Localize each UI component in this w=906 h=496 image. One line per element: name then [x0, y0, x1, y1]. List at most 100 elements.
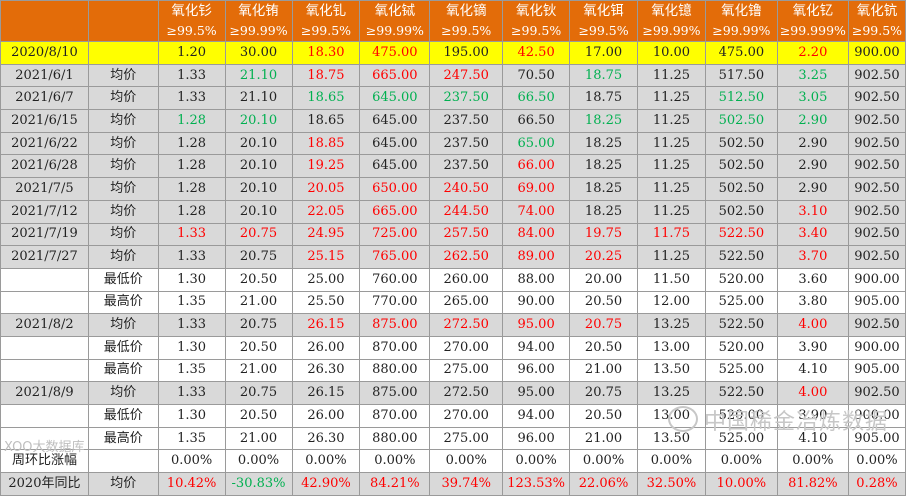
row-label-cell: 均价 — [87, 63, 159, 88]
price-cell: 3.40 — [776, 222, 849, 247]
price-cell: 18.25 — [569, 177, 638, 201]
row-date-cell — [0, 358, 89, 383]
row-label-cell: 最高价 — [87, 358, 159, 383]
price-cell: 12.00 — [636, 290, 706, 315]
price-cell: 3.90 — [776, 335, 849, 360]
price-cell: 26.30 — [291, 426, 361, 451]
price-cell: 20.50 — [224, 335, 293, 360]
price-cell: 13.50 — [636, 358, 706, 383]
price-cell: 645.00 — [359, 131, 431, 156]
price-cell: 2.90 — [776, 131, 849, 156]
price-cell: 21.00 — [224, 426, 293, 451]
price-cell: 237.50 — [429, 86, 504, 111]
header-name-cell: 氧化铕 — [224, 0, 293, 21]
price-cell: 21.00 — [569, 426, 638, 451]
price-cell: 3.80 — [776, 290, 849, 315]
header-name-cell: 氧化钆 — [291, 0, 361, 21]
price-cell: 1.35 — [157, 290, 226, 315]
price-cell: 237.50 — [429, 131, 504, 156]
price-cell: 66.50 — [502, 86, 571, 111]
header-purity-cell: ≥99.5% — [502, 21, 571, 42]
price-cell: 3.10 — [776, 199, 849, 224]
price-cell: 875.00 — [359, 313, 431, 337]
row-label-cell: 均价 — [87, 313, 159, 337]
price-cell: 25.00 — [291, 267, 361, 292]
row-date-cell: 2021/6/28 — [0, 154, 89, 179]
price-cell: 1.28 — [157, 177, 226, 201]
header-name-cell: 氧化铽 — [359, 0, 431, 21]
price-cell: 2.90 — [776, 177, 849, 201]
price-cell: 18.85 — [291, 131, 361, 156]
row-label-cell: 均价 — [87, 199, 159, 224]
price-cell: 20.10 — [224, 199, 293, 224]
price-cell: 902.50 — [847, 313, 906, 337]
price-cell: 1.33 — [157, 63, 226, 88]
price-cell: 18.30 — [291, 41, 361, 65]
price-cell: 0.00% — [776, 449, 849, 474]
price-cell: 905.00 — [847, 290, 906, 315]
price-cell: 902.50 — [847, 245, 906, 269]
price-cell: 902.50 — [847, 154, 906, 179]
price-cell: 1.35 — [157, 426, 226, 451]
price-cell: 81.82% — [776, 472, 849, 496]
price-cell: 522.50 — [704, 381, 778, 405]
row-label-cell: 最低价 — [87, 404, 159, 428]
header-name-cell: 氧化钪 — [847, 0, 906, 21]
price-cell: 900.00 — [847, 267, 906, 292]
price-cell: 24.95 — [291, 222, 361, 247]
price-cell: 900.00 — [847, 335, 906, 360]
price-cell: 84.00 — [502, 222, 571, 247]
price-cell: 650.00 — [359, 177, 431, 201]
price-cell: 18.65 — [291, 109, 361, 133]
price-cell: 902.50 — [847, 86, 906, 111]
price-cell: 20.50 — [569, 404, 638, 428]
price-cell: 11.25 — [636, 109, 706, 133]
price-cell: 2.20 — [776, 41, 849, 65]
price-cell: 275.00 — [429, 358, 504, 383]
price-cell: 0.00% — [429, 449, 504, 474]
price-cell: 522.50 — [704, 313, 778, 337]
price-cell: 902.50 — [847, 109, 906, 133]
price-cell: 11.25 — [636, 199, 706, 224]
header-name-cell: 氧化钬 — [502, 0, 571, 21]
price-cell: 4.00 — [776, 381, 849, 405]
row-date-cell: 2021/8/9 — [0, 381, 89, 405]
header-corner-date — [0, 0, 89, 21]
header-name-cell: 氧化镱 — [636, 0, 706, 21]
price-cell: 94.00 — [502, 335, 571, 360]
header-purity-cell: ≥99.99% — [359, 21, 431, 42]
price-cell: 20.50 — [224, 404, 293, 428]
row-date-cell: 2020/8/10 — [0, 41, 89, 65]
price-cell: 502.50 — [704, 177, 778, 201]
price-cell: 2.90 — [776, 109, 849, 133]
price-cell: 70.50 — [502, 63, 571, 88]
table-row: 最低价 1.30 20.50 26.00 870.00 270.00 94.00 20.50 1… — [0, 335, 906, 360]
price-cell: 13.50 — [636, 426, 706, 451]
price-cell: 665.00 — [359, 63, 431, 88]
price-cell: 20.10 — [224, 177, 293, 201]
row-date-cell: 2021/8/2 — [0, 313, 89, 337]
price-cell: 26.00 — [291, 335, 361, 360]
price-cell: 520.00 — [704, 335, 778, 360]
price-cell: 502.50 — [704, 154, 778, 179]
price-cell: 517.50 — [704, 63, 778, 88]
price-cell: 1.28 — [157, 131, 226, 156]
price-cell: 26.00 — [291, 404, 361, 428]
price-cell: 3.25 — [776, 63, 849, 88]
row-date-cell: 2021/6/22 — [0, 131, 89, 156]
price-cell: 18.25 — [569, 131, 638, 156]
price-cell: 1.20 — [157, 41, 226, 65]
price-cell: 4.10 — [776, 358, 849, 383]
header-purity-cell: ≥99.99% — [636, 21, 706, 42]
price-cell: 665.00 — [359, 199, 431, 224]
row-label-cell — [87, 41, 159, 65]
price-cell: 3.60 — [776, 267, 849, 292]
price-cell: 902.50 — [847, 381, 906, 405]
price-cell: 247.50 — [429, 63, 504, 88]
price-cell: 1.28 — [157, 109, 226, 133]
row-label-cell: 均价 — [87, 177, 159, 201]
price-cell: 3.05 — [776, 86, 849, 111]
price-cell: 902.50 — [847, 222, 906, 247]
price-cell: 0.00% — [157, 449, 226, 474]
